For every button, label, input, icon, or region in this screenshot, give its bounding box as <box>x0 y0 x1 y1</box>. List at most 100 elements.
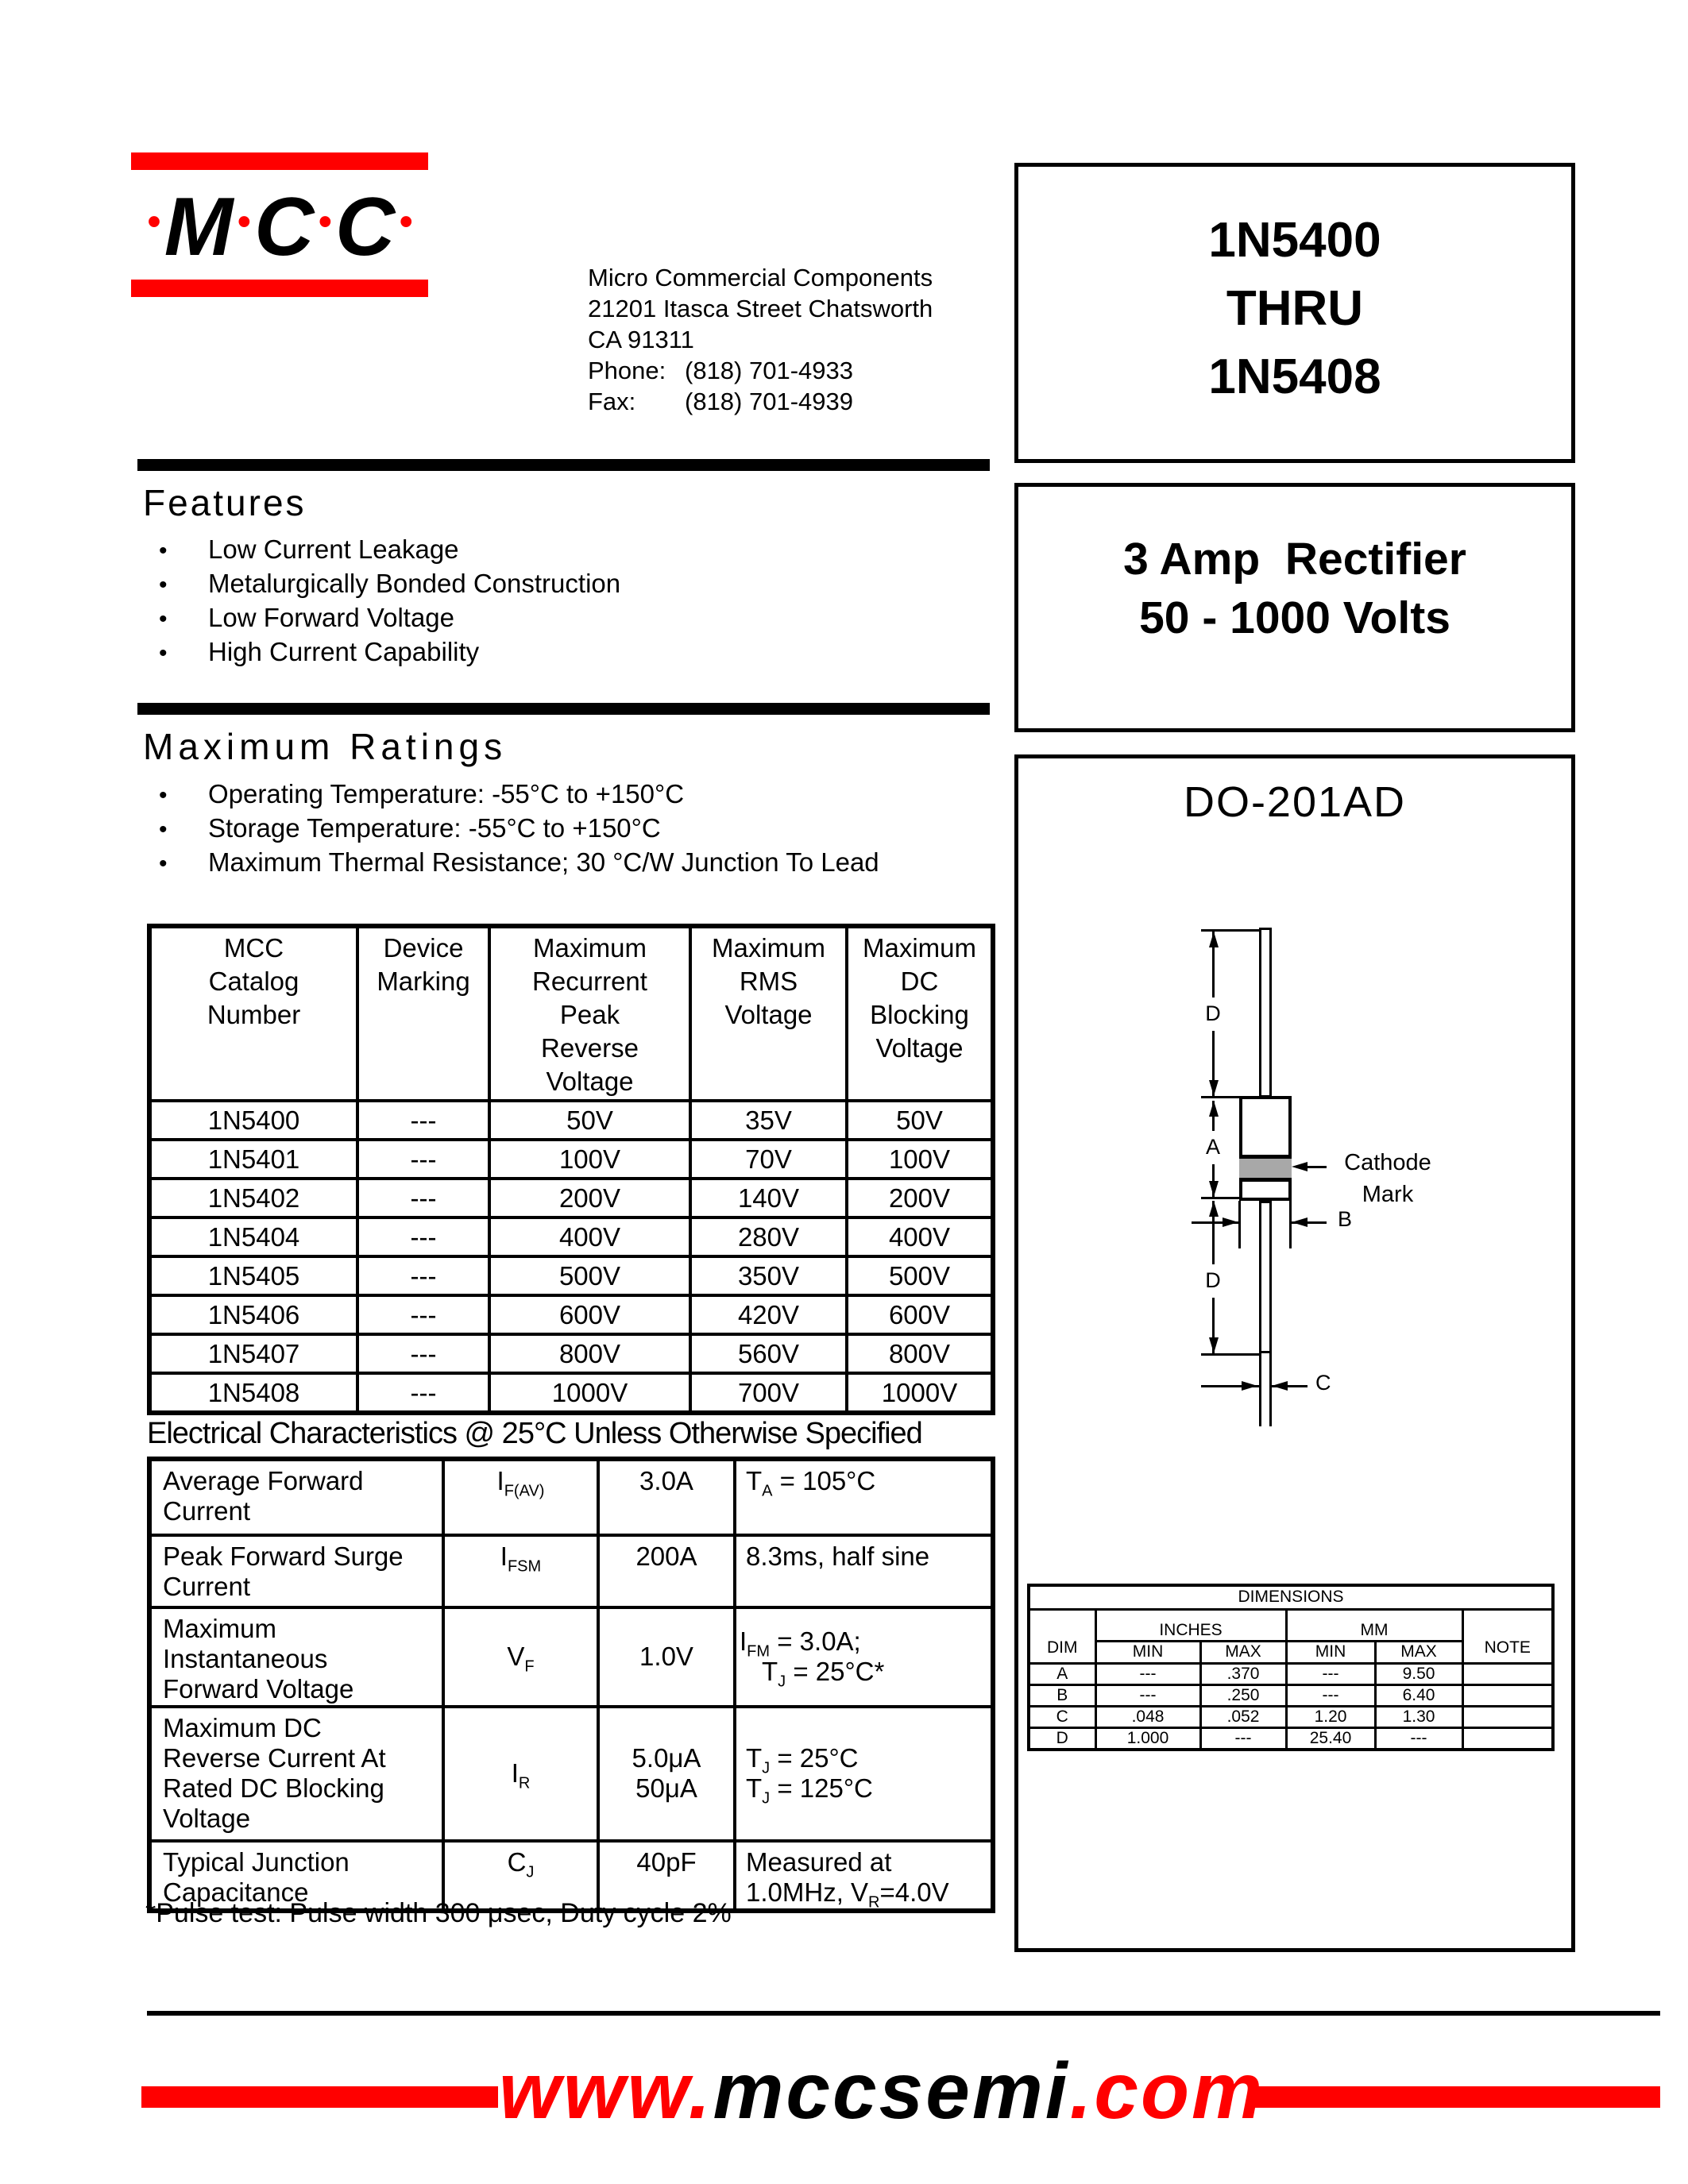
electrical-characteristics-table: Average Forward Current IF(AV) 3.0A TA =… <box>147 1457 995 1913</box>
features-title: Features <box>143 482 307 523</box>
dim-cell: C <box>1027 1704 1097 1729</box>
dim-cell: --- <box>1284 1683 1377 1707</box>
dim-col-header: DIM <box>1027 1607 1097 1665</box>
symbol-base: I <box>511 1758 519 1788</box>
cond-sub: J <box>762 1759 771 1777</box>
dimension-row: C .048.052 1.20 1.30 <box>1027 1704 1555 1729</box>
cell: 1N5406 <box>148 1294 359 1336</box>
param-cell: Peak Forward Surge Current <box>148 1534 445 1609</box>
section-divider <box>137 703 990 715</box>
cell: 800V <box>845 1333 995 1375</box>
voltage-ratings-table: MCC Catalog Number Device Marking Maximu… <box>147 924 995 1415</box>
rating-item: • Operating Temperature: -55°C to +150°C <box>159 777 879 811</box>
feature-text: Low Forward Voltage <box>208 603 455 632</box>
part-number-box: 1N5400 THRU 1N5408 <box>1014 163 1575 463</box>
cell: 200V <box>845 1177 995 1219</box>
cell: 400V <box>488 1216 692 1258</box>
cathode-mark-label: Cathode Mark <box>1312 1147 1463 1210</box>
cell: 140V <box>689 1177 848 1219</box>
dim-cell: A <box>1027 1661 1097 1686</box>
value-text: 3.0A <box>639 1466 693 1495</box>
url-www: www. <box>499 2047 713 2136</box>
dimension-line <box>1292 1221 1327 1224</box>
cell: --- <box>356 1177 491 1219</box>
device-description: 3 Amp Rectifier <box>1123 534 1466 585</box>
symbol-sub: F(AV) <box>504 1482 545 1500</box>
logo-letter: C <box>335 181 396 273</box>
dim-cell <box>1461 1661 1555 1686</box>
dimension-line <box>1192 1221 1238 1224</box>
phone-value: (818) 701-4933 <box>685 357 853 384</box>
dim-label-a: A <box>1196 1131 1230 1163</box>
footer-left-bar <box>141 2086 498 2108</box>
website-url: www.mccsemi.com <box>485 2047 1279 2135</box>
dim-label-d-bottom: D <box>1196 1264 1230 1296</box>
cond-sub: FM <box>747 1642 771 1661</box>
diode-body <box>1239 1096 1292 1201</box>
rating-text: Operating Temperature: -55°C to +150°C <box>208 779 685 808</box>
rating-item: • Maximum Thermal Resistance; 30 °C/W Jun… <box>159 845 879 879</box>
part-number-start: 1N5400 <box>1208 213 1381 268</box>
conditions-cell: TJ = 25°C TJ = 125°C <box>733 1705 995 1843</box>
diagram-tick <box>1201 929 1269 932</box>
logo-dot-icon: • <box>399 201 413 243</box>
cell: 100V <box>488 1138 692 1180</box>
extension-line <box>1269 1353 1272 1426</box>
symbol-cell: VF <box>442 1606 600 1708</box>
package-box: DO-201AD <box>1014 754 1575 1952</box>
symbol-sub: R <box>518 1774 531 1792</box>
dim-cell <box>1461 1683 1555 1707</box>
dimension-line <box>1212 1164 1215 1197</box>
logo-dot-icon: • <box>318 201 332 243</box>
symbol-sub: J <box>526 1863 535 1881</box>
cell: --- <box>356 1294 491 1336</box>
cond-sub: A <box>762 1482 773 1500</box>
cell: 50V <box>488 1099 692 1141</box>
conditions-cell: IFM = 3.0A; TJ = 25°C* <box>733 1606 995 1708</box>
mm-group-header: MM <box>1284 1607 1464 1642</box>
url-com: .com <box>1069 2047 1265 2136</box>
min-header: MIN <box>1284 1639 1377 1665</box>
cond-text: 8.3ms, half sine <box>746 1542 930 1571</box>
dim-cell: .370 <box>1199 1661 1288 1686</box>
cell: 1N5401 <box>148 1138 359 1180</box>
bullet-icon: • <box>159 606 168 632</box>
cell: --- <box>356 1255 491 1297</box>
cell: 600V <box>488 1294 692 1336</box>
electrical-characteristics-title: Electrical Characteristics @ 25°C Unless… <box>147 1417 923 1450</box>
table-row: 1N5408 --- 1000V 700V 1000V <box>148 1372 995 1414</box>
dim-cell: .048 <box>1094 1704 1202 1729</box>
symbol-cell: IR <box>442 1705 600 1843</box>
col-header-dc: Maximum DC Blocking Voltage <box>845 924 995 1102</box>
elec-row: Peak Forward Surge Current IFSM 200A 8.3… <box>148 1534 995 1609</box>
table-row: 1N5401 --- 100V 70V 100V <box>148 1138 995 1180</box>
extension-line <box>1289 1201 1292 1248</box>
cell: 400V <box>845 1216 995 1258</box>
col-header-prv: Maximum Recurrent Peak Reverse Voltage <box>488 924 692 1102</box>
value-text: 1.0V <box>639 1642 693 1671</box>
cell: 200V <box>488 1177 692 1219</box>
logo-bottom-bar <box>131 280 428 297</box>
dim-cell: --- <box>1373 1726 1464 1750</box>
dim-label-c: C <box>1315 1371 1331 1395</box>
symbol-base: I <box>496 1466 504 1495</box>
ratings-header-row: MCC Catalog Number Device Marking Maximu… <box>148 924 995 1102</box>
dim-cell: --- <box>1284 1661 1377 1686</box>
dim-cell: 1.20 <box>1284 1704 1377 1729</box>
cond-text: I <box>740 1626 747 1656</box>
table-row: 1N5404 --- 400V 280V 400V <box>148 1216 995 1258</box>
conditions-cell: 8.3ms, half sine <box>733 1534 995 1609</box>
cell: 1000V <box>488 1372 692 1414</box>
param-cell: Typical Junction Capacitance <box>148 1839 445 1912</box>
dimension-line <box>1212 1201 1215 1264</box>
mcc-logo: •M •C •C • <box>127 165 432 280</box>
elec-row: Maximum DC Reverse Current At Rated DC B… <box>148 1705 995 1843</box>
note-col-header: NOTE <box>1461 1607 1555 1665</box>
max-ratings-title: Maximum Ratings <box>143 726 508 767</box>
dimension-line <box>1201 1385 1259 1387</box>
logo-top-bar <box>131 152 428 170</box>
part-number-thru: THRU <box>1226 281 1364 336</box>
feature-item: • Metalurgically Bonded Construction <box>159 566 620 600</box>
col-header-catalog: MCC Catalog Number <box>148 924 359 1102</box>
cell: 1000V <box>845 1372 995 1414</box>
